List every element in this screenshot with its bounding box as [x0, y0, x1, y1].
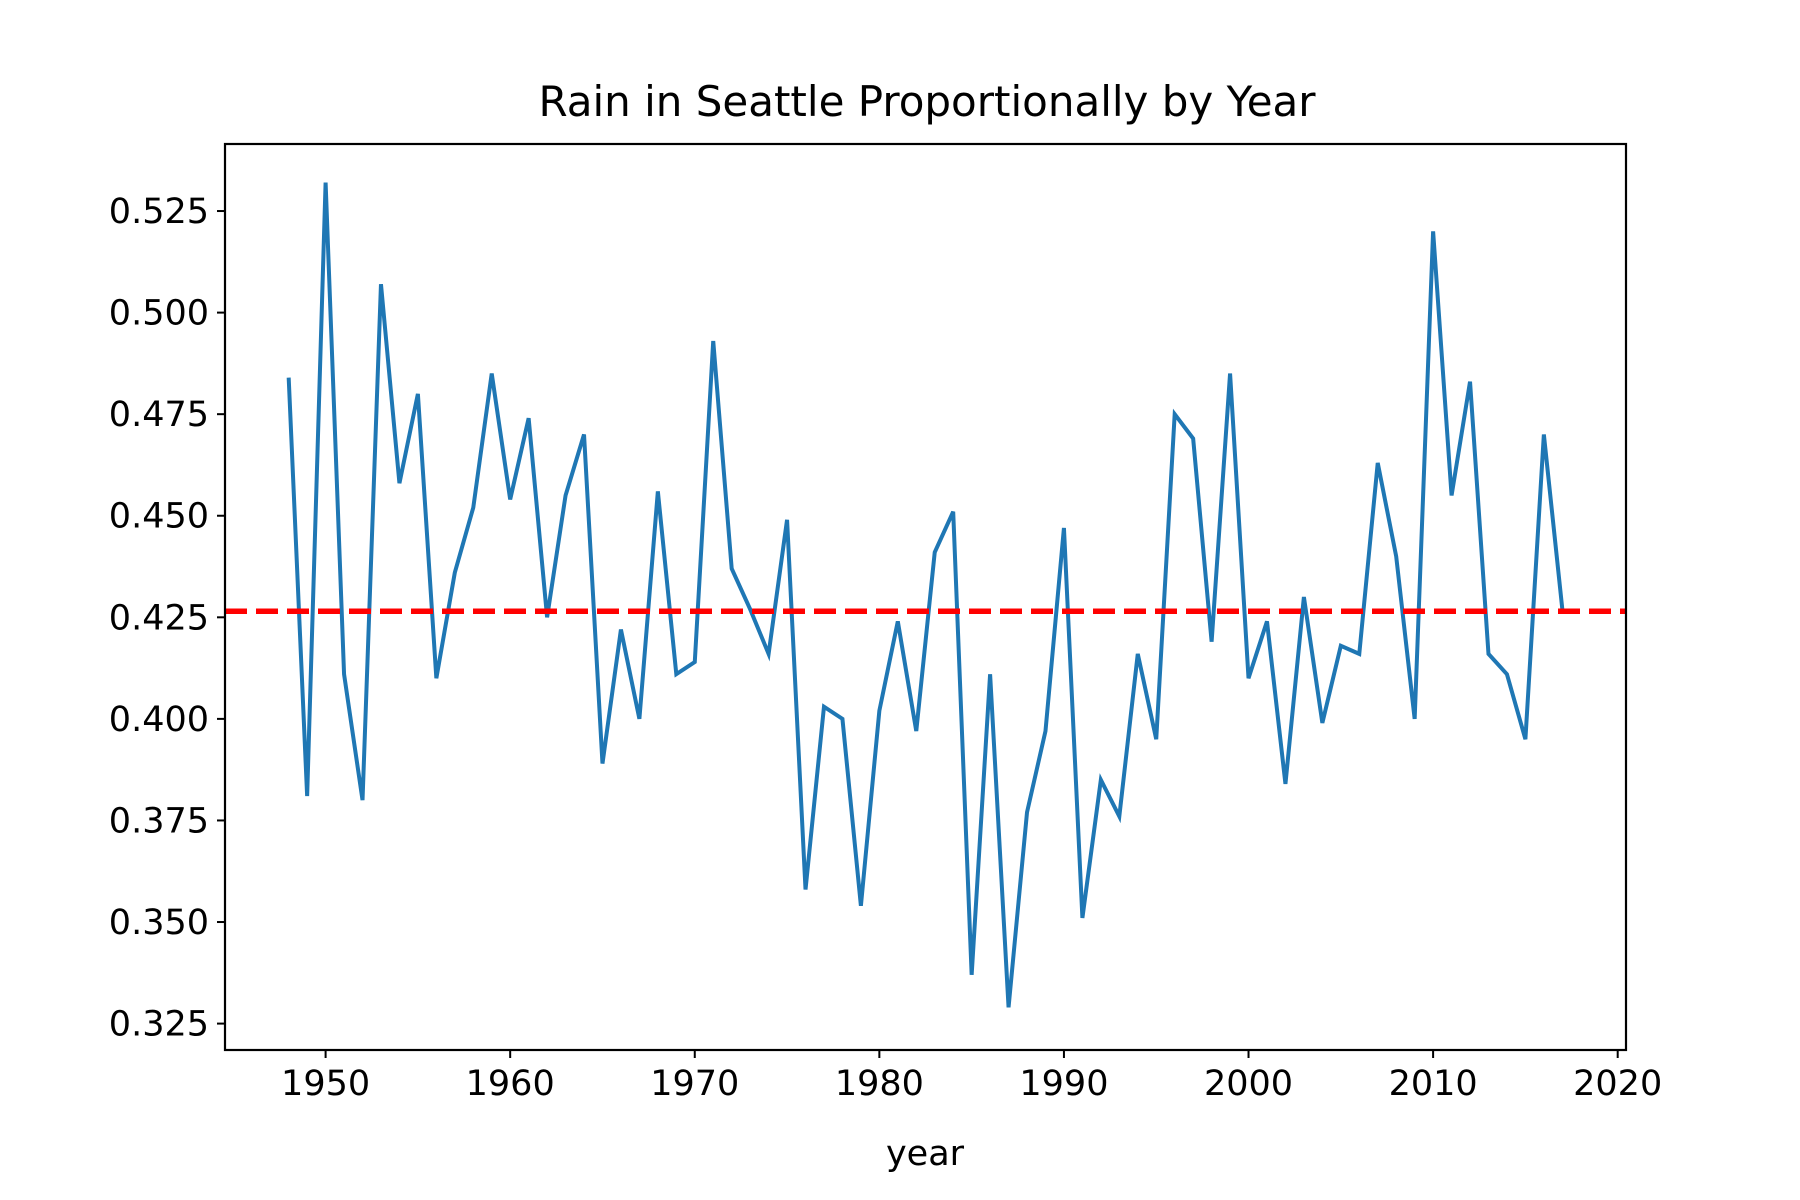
x-tick-label: 1970 [650, 1064, 739, 1104]
chart-title: Rain in Seattle Proportionally by Year [538, 77, 1316, 126]
y-tick-label: 0.400 [109, 700, 209, 740]
x-axis: 1950 1960 1970 1980 1990 2000 2010 2020 [281, 1050, 1662, 1104]
rain-proportion-line [286, 182, 1565, 1008]
x-tick-label: 2000 [1204, 1064, 1293, 1104]
y-axis: 0.325 0.350 0.375 0.400 0.425 0.450 0.475 0.500… [109, 192, 225, 1045]
y-tick-label: 0.500 [109, 294, 209, 334]
plot-frame [223, 142, 1628, 1052]
y-tick-label: 0.450 [109, 497, 209, 537]
plot-area [225, 182, 1626, 1008]
y-tick-label: 0.525 [109, 192, 209, 232]
x-tick-label: 1960 [466, 1064, 555, 1104]
x-tick-label: 1950 [281, 1064, 370, 1104]
x-tick-label: 2010 [1389, 1064, 1478, 1104]
y-tick-label: 0.350 [109, 903, 209, 943]
x-tick-label: 1990 [1019, 1064, 1108, 1104]
y-tick-label: 0.425 [109, 598, 209, 638]
x-tick-label: 2020 [1573, 1064, 1662, 1104]
y-tick-label: 0.325 [109, 1005, 209, 1045]
y-tick-label: 0.475 [109, 395, 209, 435]
y-tick-label: 0.375 [109, 801, 209, 841]
x-tick-label: 1980 [835, 1064, 924, 1104]
x-axis-label: year [886, 1134, 965, 1174]
